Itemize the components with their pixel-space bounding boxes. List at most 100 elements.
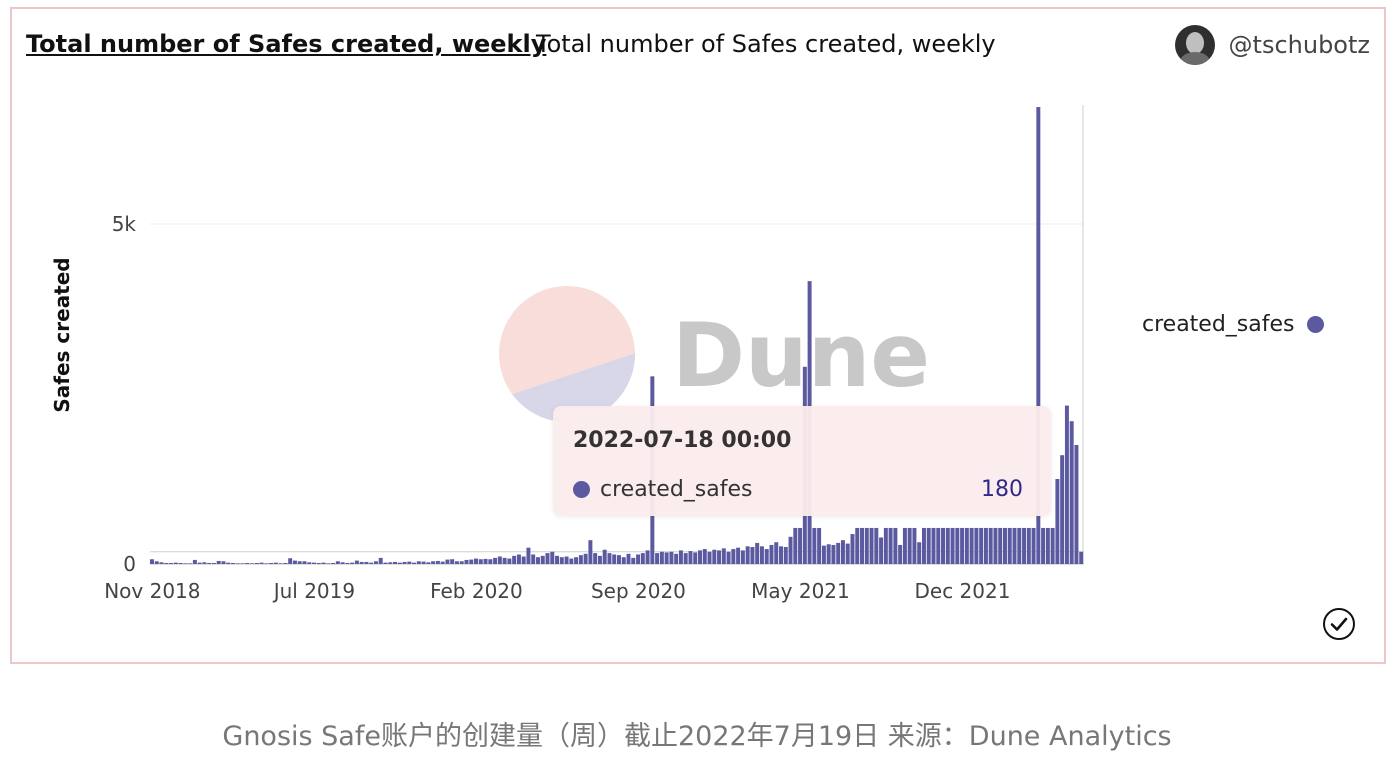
bar[interactable] (169, 562, 174, 564)
bar[interactable] (683, 553, 688, 564)
bar[interactable] (736, 547, 741, 564)
bar[interactable] (307, 562, 312, 564)
bar[interactable] (869, 527, 874, 564)
bar[interactable] (521, 556, 526, 564)
bar[interactable] (731, 549, 736, 564)
bar[interactable] (269, 562, 274, 564)
bar[interactable] (535, 557, 540, 564)
bar[interactable] (898, 544, 903, 564)
bar[interactable] (726, 551, 731, 564)
bar[interactable] (659, 551, 664, 564)
bar[interactable] (740, 550, 745, 564)
bar[interactable] (950, 527, 955, 564)
bar[interactable] (188, 563, 193, 564)
bar[interactable] (202, 562, 207, 564)
bar[interactable] (407, 561, 412, 564)
bar[interactable] (555, 555, 560, 564)
bar[interactable] (1074, 445, 1079, 564)
bar[interactable] (893, 527, 898, 564)
bar[interactable] (373, 561, 378, 564)
bar[interactable] (745, 546, 750, 564)
bar[interactable] (340, 562, 345, 564)
bar[interactable] (1064, 405, 1069, 564)
bar[interactable] (569, 558, 574, 564)
bar[interactable] (840, 540, 845, 564)
bar[interactable] (850, 534, 855, 564)
bar[interactable] (1017, 527, 1022, 564)
bar[interactable] (211, 562, 216, 564)
bar[interactable] (979, 527, 984, 564)
bar[interactable] (383, 562, 388, 564)
bar[interactable] (192, 559, 197, 564)
bar[interactable] (197, 562, 202, 564)
bar[interactable] (454, 561, 459, 564)
bar[interactable] (178, 562, 183, 564)
bar[interactable] (755, 542, 760, 564)
bar[interactable] (764, 549, 769, 564)
bar[interactable] (1045, 527, 1050, 564)
bar[interactable] (988, 527, 993, 564)
bar[interactable] (354, 560, 359, 564)
bar[interactable] (626, 553, 631, 564)
bar[interactable] (278, 563, 283, 564)
bar[interactable] (993, 527, 998, 564)
bar[interactable] (1026, 527, 1031, 564)
bar[interactable] (154, 561, 159, 564)
bar[interactable] (412, 562, 417, 564)
bar[interactable] (1079, 551, 1084, 564)
bar[interactable] (588, 540, 593, 564)
bar[interactable] (493, 557, 498, 564)
bar[interactable] (788, 536, 793, 564)
bar[interactable] (469, 559, 474, 564)
bar[interactable] (221, 561, 226, 564)
bar[interactable] (335, 561, 340, 564)
bar[interactable] (974, 527, 979, 564)
bar[interactable] (359, 561, 364, 564)
bar[interactable] (378, 557, 383, 564)
bar[interactable] (821, 545, 826, 564)
bar[interactable] (259, 562, 264, 564)
bar[interactable] (631, 557, 636, 564)
bar[interactable] (240, 563, 245, 564)
bar[interactable] (583, 553, 588, 564)
bar[interactable] (464, 559, 469, 564)
bar[interactable] (1036, 107, 1041, 564)
bar[interactable] (917, 542, 922, 564)
bar[interactable] (326, 563, 331, 564)
bar[interactable] (207, 562, 212, 564)
bar[interactable] (998, 527, 1003, 564)
bar[interactable] (779, 546, 783, 564)
bar[interactable] (874, 527, 879, 564)
bar[interactable] (488, 559, 493, 564)
bar[interactable] (550, 551, 555, 564)
bar[interactable] (273, 562, 278, 564)
bar[interactable] (564, 556, 569, 564)
bar[interactable] (817, 527, 822, 564)
bar[interactable] (288, 558, 293, 564)
bar[interactable] (640, 553, 645, 564)
bar[interactable] (617, 555, 621, 564)
bar[interactable] (921, 527, 926, 564)
bar[interactable] (283, 562, 288, 564)
bar[interactable] (388, 562, 393, 564)
chart-title-link[interactable]: Total number of Safes created, weekly (26, 30, 547, 58)
bar[interactable] (964, 527, 969, 564)
bar[interactable] (774, 542, 779, 564)
bar[interactable] (345, 562, 350, 564)
bar[interactable] (888, 527, 893, 564)
bar[interactable] (693, 552, 698, 564)
bar[interactable] (707, 551, 712, 564)
bar[interactable] (540, 555, 545, 564)
bar[interactable] (478, 559, 483, 564)
bar[interactable] (321, 562, 326, 564)
bar[interactable] (250, 563, 255, 564)
bar[interactable] (607, 553, 612, 564)
bar[interactable] (678, 550, 683, 564)
bar[interactable] (812, 527, 817, 564)
bar[interactable] (759, 546, 764, 564)
bar[interactable] (1012, 527, 1017, 564)
bar[interactable] (526, 547, 531, 564)
bar[interactable] (969, 527, 974, 564)
bar[interactable] (1002, 527, 1007, 564)
bar[interactable] (402, 561, 407, 564)
